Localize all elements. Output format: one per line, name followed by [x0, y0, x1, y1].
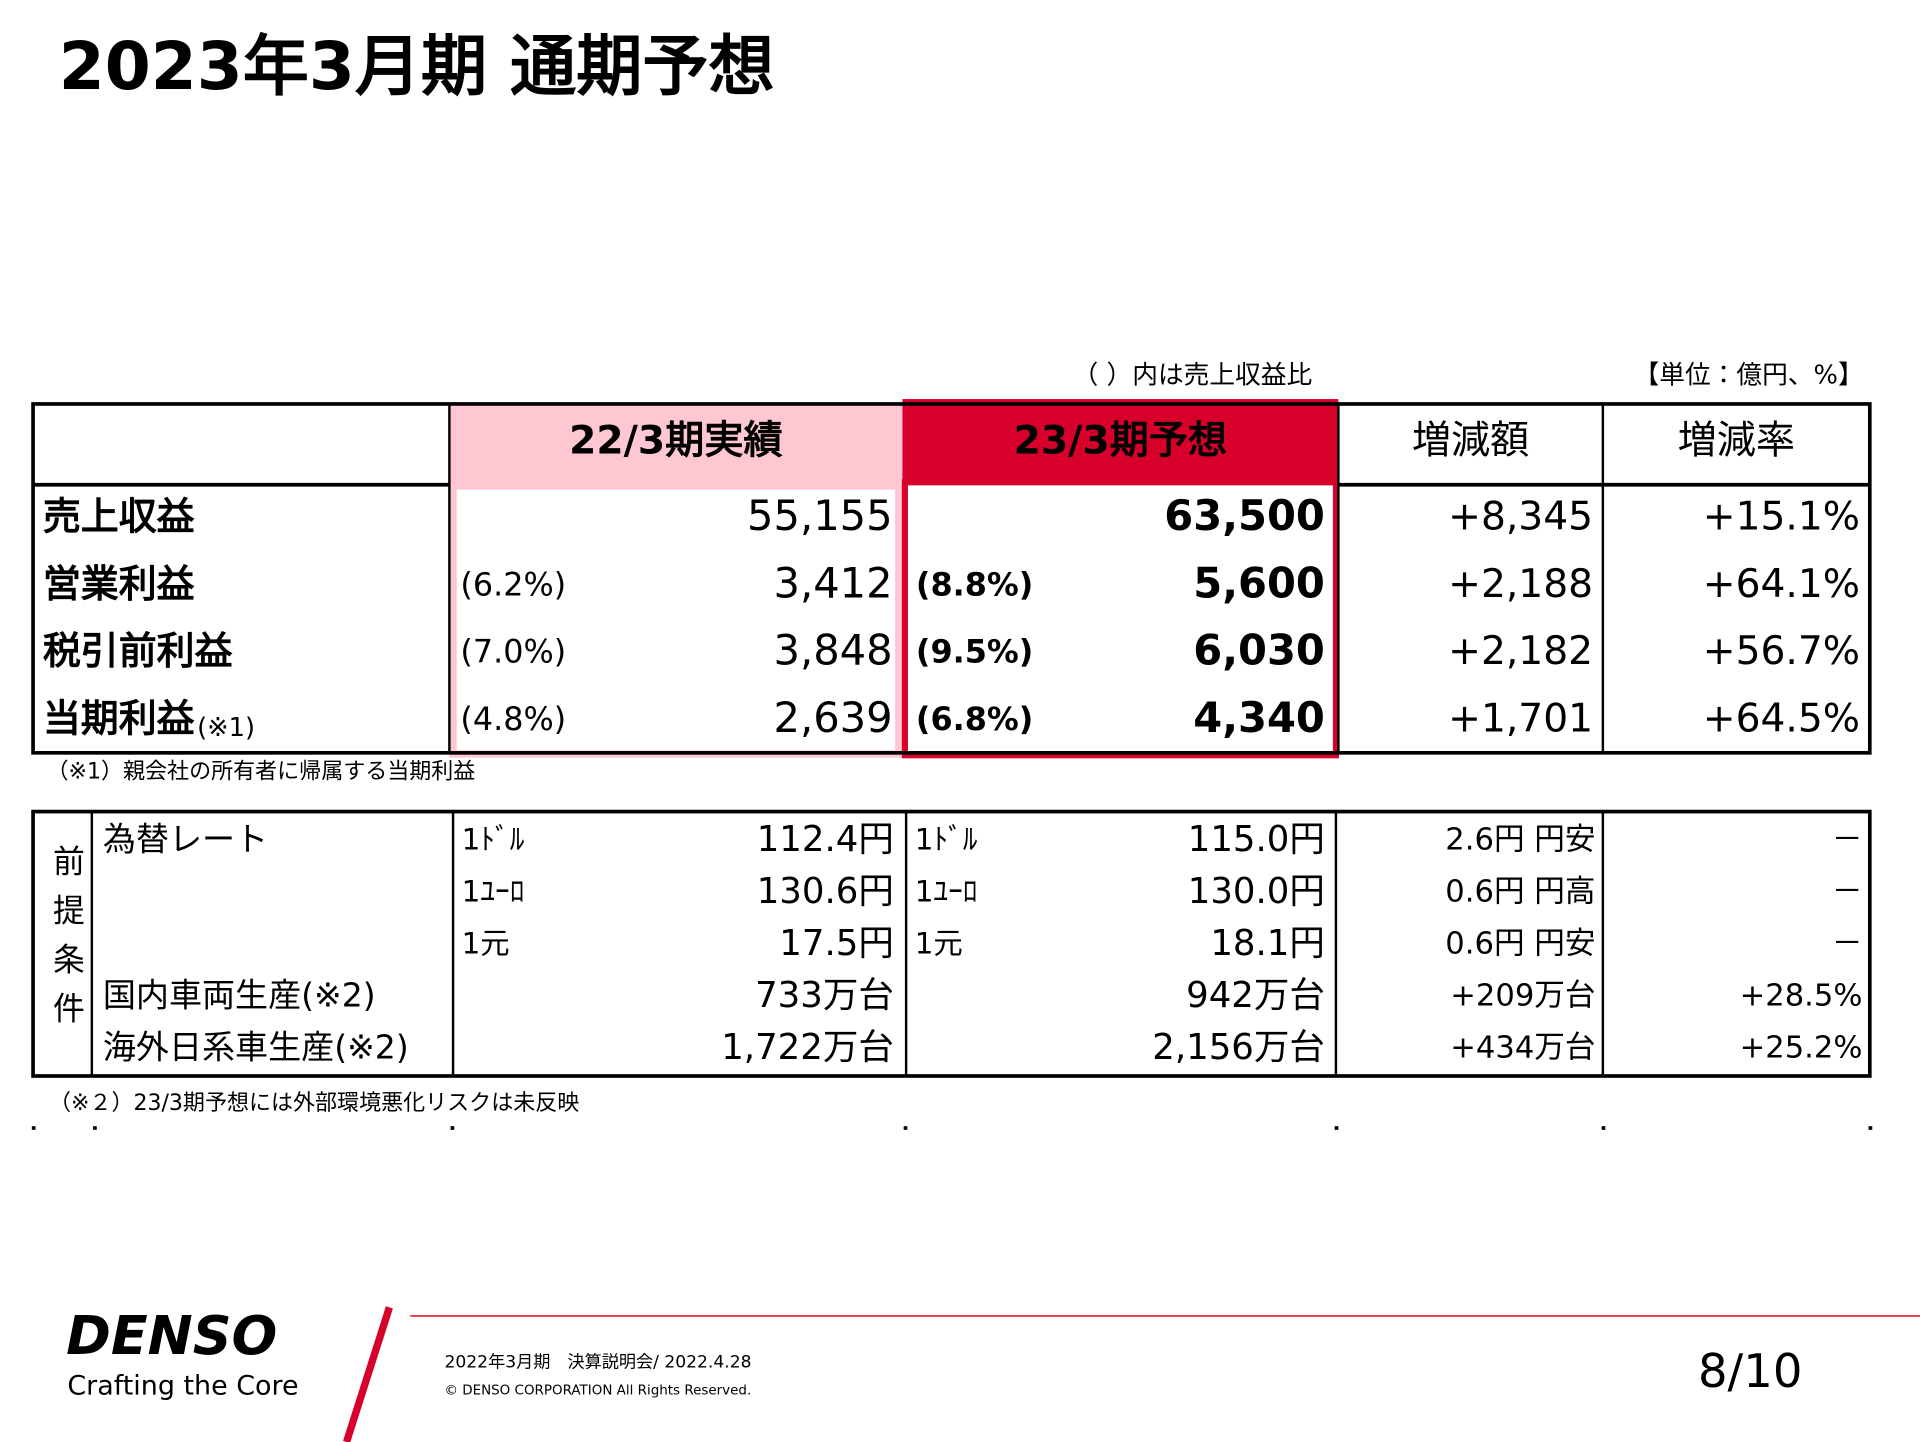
diff: 0.6円 円安	[1445, 927, 1595, 962]
value: 115.0円	[1188, 819, 1325, 860]
value: 18.1円	[1210, 923, 1325, 964]
ratio: (4.8%)	[460, 700, 566, 738]
rate: +64.1%	[1703, 562, 1860, 607]
tagline: Crafting the Core	[67, 1370, 298, 1401]
row-label: 営業利益	[43, 562, 195, 606]
row-label: 海外日系車生産(※2)	[103, 1028, 409, 1067]
footer-slash	[343, 1306, 393, 1442]
diff: 0.6円 円高	[1445, 874, 1595, 909]
ratio: (6.2%)	[460, 565, 566, 603]
value: 17.5円	[779, 923, 894, 964]
rate: +25.2%	[1740, 1031, 1863, 1066]
diff: +209万台	[1450, 979, 1595, 1014]
footnote: （※２）23/3期予想には外部環境悪化リスクは未反映	[49, 1091, 579, 1116]
row-label-note: (※1)	[197, 713, 255, 743]
rate: +28.5%	[1740, 979, 1863, 1014]
table-border	[31, 402, 1872, 755]
value: 3,412	[774, 558, 893, 607]
footer-copyright: © DENSO CORPORATION All Rights Reserved.	[444, 1384, 751, 1399]
diff: +2,188	[1448, 562, 1593, 607]
column-header: 増減額	[1412, 419, 1529, 464]
unit: 1ﾄﾞﾙ	[462, 822, 525, 856]
rate: －	[1832, 874, 1863, 909]
column-header: 23/3期予想	[1014, 419, 1228, 464]
value: 942万台	[1186, 975, 1325, 1016]
dot	[31, 1126, 36, 1130]
diff: +434万台	[1450, 1031, 1595, 1066]
page-number: 8/10	[1698, 1344, 1802, 1398]
side-label: 前提条件	[48, 845, 86, 1041]
dot	[93, 1126, 97, 1130]
unit: 1元	[915, 927, 963, 961]
value: 5,600	[1193, 558, 1325, 607]
diff: +1,701	[1448, 697, 1593, 742]
value: 2,639	[774, 693, 893, 742]
dot	[1334, 1126, 1339, 1130]
column-header: 22/3期実績	[569, 419, 783, 464]
diff: +8,345	[1448, 495, 1593, 540]
dot	[903, 1126, 908, 1130]
row-label: 為替レート	[103, 819, 268, 858]
row-label: 当期利益	[43, 697, 195, 741]
diff: 2.6円 円安	[1445, 822, 1595, 857]
value: 130.0円	[1188, 871, 1325, 912]
ratio: (8.8%)	[916, 565, 1033, 603]
rate: +15.1%	[1703, 495, 1860, 540]
dot	[1868, 1126, 1873, 1130]
rate: －	[1832, 927, 1863, 962]
column-red-frame	[901, 479, 1339, 759]
value: 2,156万台	[1152, 1027, 1325, 1068]
unit: 1ﾕｰﾛ	[915, 874, 978, 908]
row-label: 税引前利益	[43, 629, 233, 673]
ratio: (6.8%)	[916, 700, 1033, 738]
dot	[450, 1126, 455, 1130]
value: 112.4円	[757, 819, 894, 860]
ratio-note: （ ）内は売上収益比	[1073, 360, 1313, 390]
footnote: （※1）親会社の所有者に帰属する当期利益	[47, 759, 476, 784]
unit: 1元	[462, 927, 510, 961]
rate: +56.7%	[1703, 629, 1860, 674]
value: 4,340	[1193, 693, 1325, 742]
footer-event: 2022年3月期 決算説明会/ 2022.4.28	[444, 1352, 751, 1372]
rate: +64.5%	[1703, 697, 1860, 742]
value: 3,848	[774, 626, 893, 675]
row-label: 売上収益	[43, 495, 195, 539]
value: 63,500	[1164, 491, 1325, 540]
header-red	[902, 399, 1339, 485]
value: 6,030	[1193, 626, 1325, 675]
brand-logo: DENSO	[66, 1304, 277, 1367]
title: 2023年3月期 通期予想	[59, 28, 775, 105]
table-border	[31, 809, 1872, 1078]
ratio: (7.0%)	[460, 633, 566, 671]
unit: 1ﾄﾞﾙ	[915, 822, 978, 856]
diff: +2,182	[1448, 629, 1593, 674]
rate: －	[1832, 822, 1863, 857]
row-label: 国内車両生産(※2)	[103, 976, 376, 1015]
value: 733万台	[755, 975, 894, 1016]
value: 130.6円	[757, 871, 894, 912]
value: 1,722万台	[721, 1027, 894, 1068]
unit-note: 【単位：億円、%】	[1634, 360, 1864, 390]
dot	[1601, 1126, 1606, 1130]
value: 55,155	[747, 491, 893, 540]
ratio: (9.5%)	[916, 633, 1033, 671]
column-header: 増減率	[1678, 419, 1795, 464]
unit: 1ﾕｰﾛ	[462, 874, 525, 908]
header-pink	[449, 403, 903, 485]
